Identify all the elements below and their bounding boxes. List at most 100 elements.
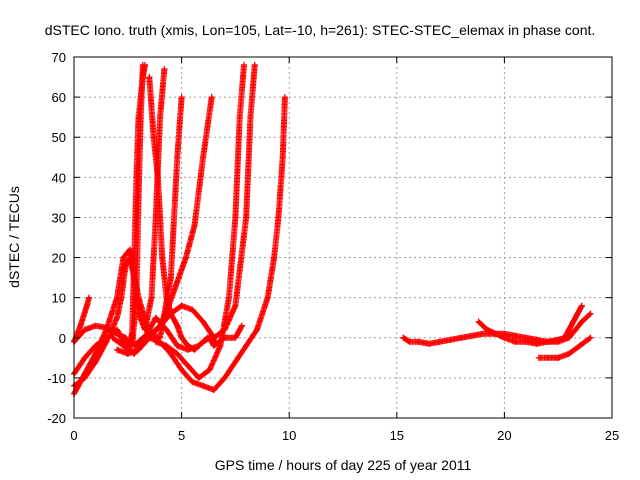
data-point bbox=[251, 62, 258, 69]
data-point bbox=[120, 342, 127, 349]
data-point bbox=[86, 294, 93, 301]
y-tick-label: 20 bbox=[52, 251, 66, 266]
data-point bbox=[533, 340, 540, 347]
data-point bbox=[210, 386, 217, 393]
y-tick-label: 70 bbox=[52, 50, 66, 65]
data-point bbox=[469, 332, 476, 339]
data-point bbox=[159, 254, 166, 261]
data-point bbox=[200, 318, 207, 325]
data-point bbox=[555, 354, 562, 361]
data-point bbox=[501, 334, 508, 341]
series-12 bbox=[475, 302, 585, 347]
data-point bbox=[191, 346, 198, 353]
data-point bbox=[92, 322, 99, 329]
data-point bbox=[83, 302, 90, 309]
data-point bbox=[139, 334, 146, 341]
data-point bbox=[163, 326, 170, 333]
data-point bbox=[135, 114, 142, 121]
data-point bbox=[189, 306, 196, 313]
y-tick-label: 10 bbox=[52, 291, 66, 306]
data-point bbox=[77, 322, 84, 329]
data-point bbox=[195, 342, 202, 349]
data-point bbox=[271, 254, 278, 261]
data-point bbox=[492, 330, 499, 337]
data-point bbox=[232, 358, 239, 365]
data-point bbox=[210, 342, 217, 349]
data-point bbox=[247, 114, 254, 121]
data-point bbox=[150, 134, 157, 141]
data-point bbox=[484, 326, 491, 333]
data-point bbox=[578, 302, 585, 309]
data-point bbox=[200, 382, 207, 389]
data-point bbox=[232, 334, 239, 341]
data-point bbox=[174, 278, 181, 285]
data-point bbox=[279, 154, 286, 161]
data-point bbox=[92, 350, 99, 357]
y-tick-label: 50 bbox=[52, 130, 66, 145]
data-point bbox=[165, 302, 172, 309]
data-point bbox=[81, 370, 88, 377]
data-point bbox=[221, 374, 228, 381]
data-point bbox=[120, 254, 127, 261]
data-point bbox=[535, 354, 542, 361]
data-point bbox=[512, 338, 519, 345]
data-point bbox=[81, 354, 88, 361]
series-11 bbox=[400, 310, 594, 347]
data-point bbox=[200, 154, 207, 161]
data-point bbox=[225, 294, 232, 301]
series-10 bbox=[146, 94, 288, 393]
data-point bbox=[570, 318, 577, 325]
data-point bbox=[275, 214, 282, 221]
data-point bbox=[114, 326, 121, 333]
data-point bbox=[178, 302, 185, 309]
data-point bbox=[578, 318, 585, 325]
data-point bbox=[574, 310, 581, 317]
data-point bbox=[210, 334, 217, 341]
x-axis-label: GPS time / hours of day 225 of year 2011 bbox=[215, 457, 472, 473]
axis-ticks: 0 5 10 15 20 25 -20 -10 0 10 20 30 40 50 60 70 bbox=[47, 50, 619, 443]
data-point bbox=[561, 334, 568, 341]
data-point bbox=[146, 74, 153, 81]
data-point bbox=[565, 350, 572, 357]
data-point bbox=[264, 294, 271, 301]
data-point bbox=[157, 114, 164, 121]
data-point bbox=[221, 326, 228, 333]
data-point bbox=[129, 330, 136, 337]
data-point bbox=[142, 62, 149, 69]
data-point bbox=[114, 314, 121, 321]
data-point bbox=[103, 326, 110, 333]
data-point bbox=[135, 346, 142, 353]
data-point bbox=[157, 322, 164, 329]
data-point bbox=[458, 334, 465, 341]
y-tick-label: 40 bbox=[52, 170, 66, 185]
data-marks bbox=[71, 62, 594, 397]
x-tick-label: 5 bbox=[178, 428, 185, 443]
data-point bbox=[157, 338, 164, 345]
data-point bbox=[114, 346, 121, 353]
data-point bbox=[131, 342, 138, 349]
data-point bbox=[185, 342, 192, 349]
data-point bbox=[174, 154, 181, 161]
data-point bbox=[281, 94, 288, 101]
data-point bbox=[243, 342, 250, 349]
data-point bbox=[232, 214, 239, 221]
data-point bbox=[512, 332, 519, 339]
chart-title: dSTEC Iono. truth (xmis, Lon=105, Lat=-1… bbox=[45, 22, 596, 38]
data-point bbox=[178, 366, 185, 373]
data-point bbox=[426, 340, 433, 347]
data-point bbox=[479, 330, 486, 337]
data-point bbox=[447, 336, 454, 343]
data-point bbox=[139, 74, 146, 81]
data-point bbox=[415, 338, 422, 345]
data-point bbox=[146, 334, 153, 341]
data-point bbox=[189, 378, 196, 385]
data-point bbox=[161, 66, 168, 73]
data-point bbox=[241, 62, 248, 69]
data-point bbox=[206, 366, 213, 373]
data-point bbox=[178, 334, 185, 341]
data-point bbox=[544, 354, 551, 361]
data-point bbox=[182, 254, 189, 261]
data-point bbox=[163, 294, 170, 301]
data-point bbox=[555, 336, 562, 343]
data-point bbox=[167, 310, 174, 317]
